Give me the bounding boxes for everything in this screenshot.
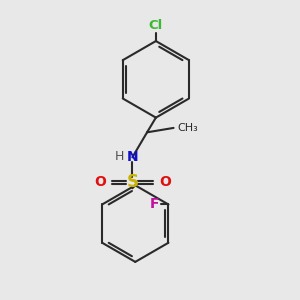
Text: Cl: Cl — [149, 19, 163, 32]
Text: H: H — [115, 150, 124, 163]
Text: S: S — [126, 173, 138, 191]
Text: CH₃: CH₃ — [177, 123, 198, 133]
Text: O: O — [159, 176, 171, 189]
Text: F: F — [150, 197, 160, 212]
Text: N: N — [127, 150, 138, 164]
Text: O: O — [94, 176, 106, 189]
